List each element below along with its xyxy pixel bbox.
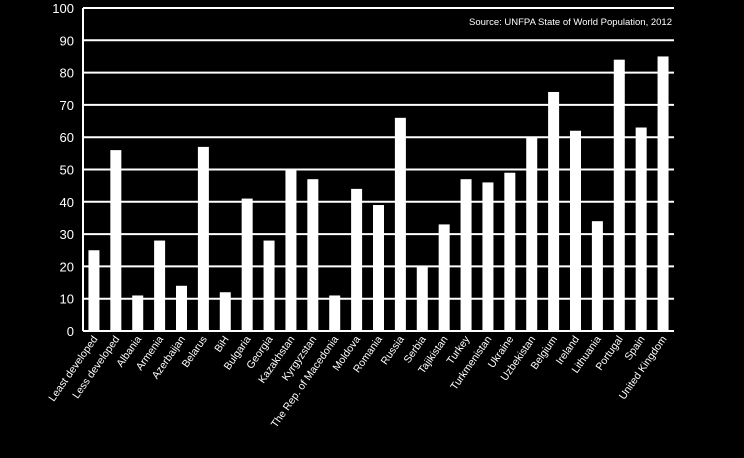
bar <box>132 295 144 331</box>
bar <box>351 188 363 331</box>
bar <box>154 240 166 331</box>
bar <box>591 221 603 331</box>
bar <box>504 172 516 331</box>
y-tick-label: 70 <box>60 98 74 113</box>
source-note: Source: UNFPA State of World Population,… <box>469 17 672 28</box>
bar <box>241 198 253 331</box>
bar <box>438 224 450 331</box>
y-tick-label: 10 <box>60 292 74 307</box>
y-tick-label: 30 <box>60 227 74 242</box>
y-tick-label: 0 <box>67 324 74 339</box>
bar <box>460 179 472 331</box>
bar <box>526 137 538 331</box>
bar <box>635 127 647 331</box>
bar <box>373 205 384 331</box>
bar <box>263 240 275 331</box>
bar <box>285 169 297 331</box>
y-tick-label: 100 <box>52 1 74 16</box>
bar <box>88 250 100 331</box>
bars <box>88 56 669 332</box>
y-tick-label: 20 <box>60 259 74 274</box>
bar <box>482 182 494 331</box>
category-label: BiH <box>212 334 232 355</box>
bar <box>219 292 231 331</box>
bar <box>197 146 209 331</box>
bar <box>329 295 341 331</box>
y-tick-label: 80 <box>60 66 74 81</box>
bar <box>657 56 669 331</box>
y-tick-label: 40 <box>60 195 74 210</box>
y-axis-ticks: 0 10 20 30 40 50 60 70 80 90 100 <box>52 1 74 339</box>
bar <box>548 91 560 331</box>
y-tick-label: 90 <box>60 33 74 48</box>
y-tick-label: 50 <box>60 163 74 178</box>
bar <box>176 285 187 331</box>
bar <box>570 130 581 331</box>
bar <box>416 266 428 331</box>
y-tick-label: 60 <box>60 130 74 145</box>
bar <box>613 59 625 332</box>
bar <box>394 117 406 331</box>
bar <box>110 150 122 331</box>
bar <box>307 179 319 331</box>
category-label: Russia <box>379 334 407 367</box>
